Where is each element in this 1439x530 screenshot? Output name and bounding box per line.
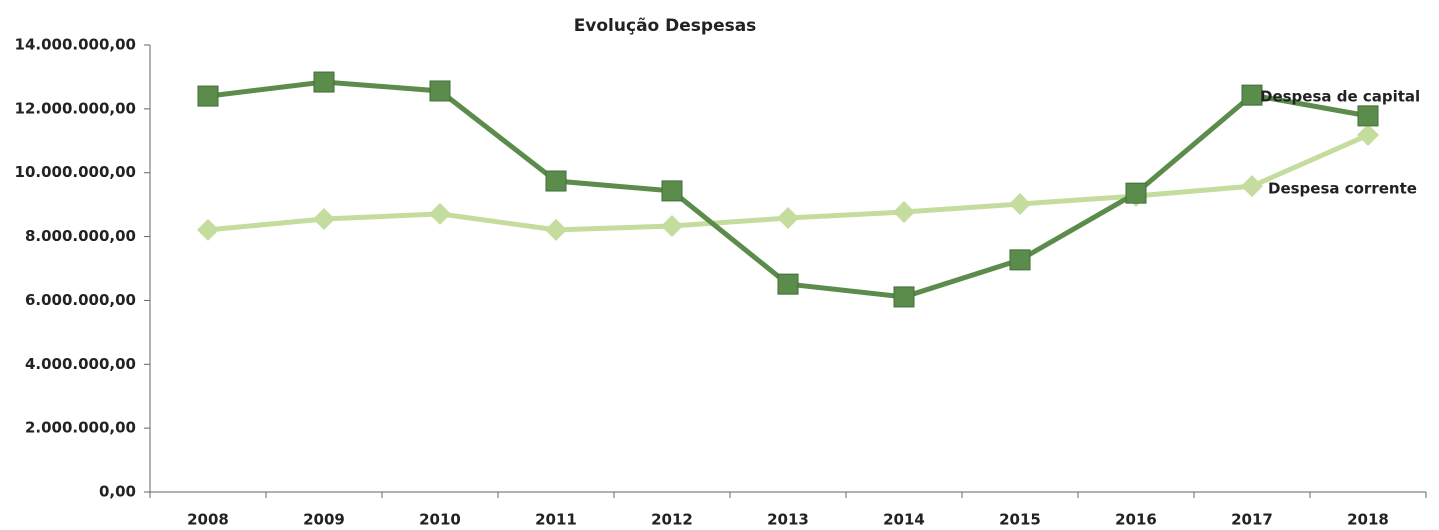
marker xyxy=(777,207,799,230)
series-label: Despesa de capital xyxy=(1260,88,1420,106)
marker xyxy=(1241,84,1263,106)
marker xyxy=(545,218,567,241)
marker xyxy=(777,273,799,295)
x-tick-label: 2013 xyxy=(767,511,809,529)
marker xyxy=(1009,193,1031,216)
y-tick-label: 8.000.000,00 xyxy=(25,227,136,245)
marker xyxy=(661,180,683,202)
marker xyxy=(1241,175,1263,198)
chart-title: Evolução Despesas xyxy=(574,16,757,36)
marker xyxy=(197,218,219,241)
x-tick-label: 2010 xyxy=(419,511,461,529)
x-tick-label: 2018 xyxy=(1347,511,1389,529)
y-tick-label: 2.000.000,00 xyxy=(25,419,136,437)
y-tick-label: 0,00 xyxy=(99,483,136,501)
x-tick-label: 2016 xyxy=(1115,511,1157,529)
marker xyxy=(893,200,915,223)
x-tick-label: 2012 xyxy=(651,511,693,529)
x-tick-label: 2008 xyxy=(187,511,229,529)
x-tick-label: 2017 xyxy=(1231,511,1273,529)
marker xyxy=(545,170,567,192)
marker xyxy=(1357,105,1379,127)
marker xyxy=(1357,124,1379,147)
y-tick-label: 12.000.000,00 xyxy=(15,99,136,117)
y-tick-label: 6.000.000,00 xyxy=(25,291,136,309)
x-tick-label: 2014 xyxy=(883,511,925,529)
series-label: Despesa corrente xyxy=(1268,180,1417,198)
marker xyxy=(1009,249,1031,271)
marker xyxy=(197,85,219,107)
y-tick-label: 4.000.000,00 xyxy=(25,355,136,373)
marker xyxy=(313,71,335,93)
y-tick-label: 10.000.000,00 xyxy=(15,163,136,181)
x-tick-label: 2015 xyxy=(999,511,1041,529)
marker xyxy=(429,202,451,225)
marker xyxy=(661,215,683,238)
marker xyxy=(429,80,451,102)
marker xyxy=(313,208,335,231)
marker xyxy=(1125,182,1147,204)
x-tick-label: 2009 xyxy=(303,511,345,529)
y-tick-label: 14.000.000,00 xyxy=(15,36,136,54)
x-tick-label: 2011 xyxy=(535,511,577,529)
marker xyxy=(893,286,915,308)
